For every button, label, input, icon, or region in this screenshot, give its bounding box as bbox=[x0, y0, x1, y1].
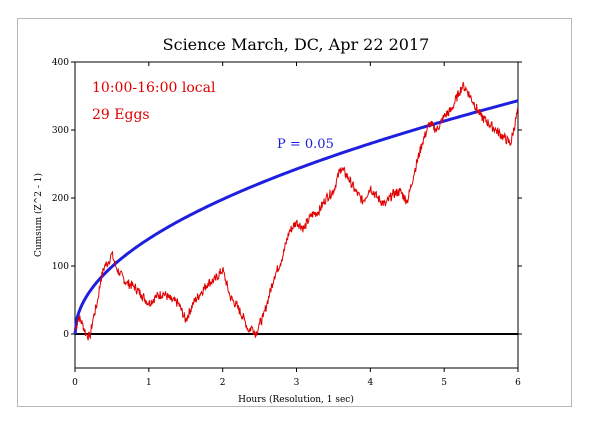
probability-label: P = 0.05 bbox=[277, 137, 334, 152]
y-tick-label: 400 bbox=[52, 58, 69, 68]
cumsum-series-line bbox=[74, 81, 519, 341]
x-tick-label: 6 bbox=[515, 378, 521, 388]
x-tick-label: 1 bbox=[146, 378, 152, 388]
axis-ticks: 0 1 2 3 4 5 6 0 100 200 300 400 bbox=[52, 58, 522, 388]
y-axis-label: Cumsum (Z^2 - 1) bbox=[33, 173, 44, 257]
chart-title: Science March, DC, Apr 22 2017 bbox=[163, 35, 430, 54]
y-tick-label: 200 bbox=[52, 194, 69, 204]
time-window-annotation: 10:00-16:00 local bbox=[92, 80, 216, 96]
x-tick-label: 2 bbox=[220, 378, 226, 388]
x-tick-label: 4 bbox=[367, 378, 373, 388]
probability-curve bbox=[73, 99, 519, 335]
y-tick-label: 300 bbox=[52, 126, 69, 136]
x-tick-label: 5 bbox=[441, 378, 447, 388]
x-tick-label: 0 bbox=[72, 378, 78, 388]
y-tick-label: 100 bbox=[52, 262, 69, 272]
x-tick-label: 3 bbox=[294, 378, 300, 388]
chart-frame bbox=[17, 18, 572, 407]
y-tick-label: 0 bbox=[63, 330, 69, 340]
x-axis-label: Hours (Resolution, 1 sec) bbox=[238, 394, 354, 405]
egg-count-annotation: 29 Eggs bbox=[92, 107, 150, 123]
